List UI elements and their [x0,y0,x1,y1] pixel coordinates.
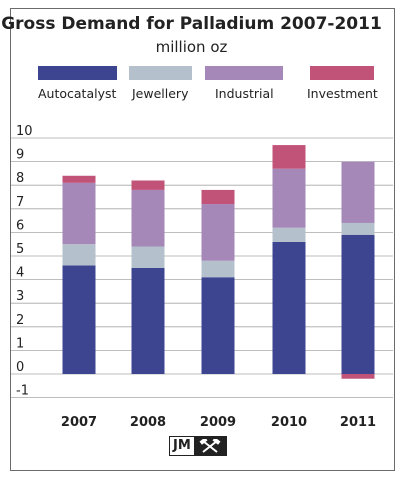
bar-autocatalyst-2010 [272,241,306,374]
legend-label-jewellery: Jewellery [132,86,189,101]
x-tick-label: 2010 [271,415,307,430]
y-tick-label: 0 [16,360,24,375]
y-tick-label: -1 [16,384,29,399]
bar-jewellery-2007 [62,244,96,266]
bar-jewellery-2011 [341,222,375,235]
bar-jewellery-2009 [201,260,235,278]
bar-industrial-2007 [62,182,96,245]
bar-autocatalyst-2008 [131,267,165,374]
bar-investment-2008 [131,180,165,190]
chart-subtitle: million oz [155,38,228,56]
y-tick-label: 6 [16,218,24,233]
y-tick-label: 9 [16,148,24,163]
bar-investment-2007 [62,175,96,183]
legend-swatch-investment [310,66,374,80]
legend-label-autocatalyst: Autocatalyst [38,86,117,101]
logo-text: JM [173,438,191,453]
bar-jewellery-2010 [272,227,306,242]
bar-investment-2010 [272,145,306,169]
legend-label-industrial: Industrial [215,86,274,101]
legend-label-investment: Investment [307,86,378,101]
y-tick-label: 7 [16,195,24,210]
bar-industrial-2009 [201,204,235,261]
y-tick-label: 3 [16,289,24,304]
y-tick-label: 8 [16,171,24,186]
crossed-hammers-icon [193,437,226,455]
y-tick-label: 1 [16,336,24,351]
y-tick-label: 10 [16,124,33,139]
bar-jewellery-2008 [131,246,165,268]
x-tick-label: 2011 [340,415,376,430]
x-tick-label: 2009 [200,415,236,430]
chart-title: Gross Demand for Palladium 2007-2011 [1,14,382,34]
bar-autocatalyst-2011 [341,234,375,374]
y-tick-label: 2 [16,313,24,328]
x-tick-label: 2007 [61,415,97,430]
legend-swatch-autocatalyst [38,66,117,80]
legend-swatch-jewellery [129,66,192,80]
bar-investment-2011 [341,374,375,379]
bar-industrial-2011 [341,161,375,223]
jm-logo: JM [169,436,227,456]
bar-industrial-2010 [272,168,306,228]
x-tick-label: 2008 [130,415,166,430]
y-tick-label: 4 [16,266,24,281]
bar-autocatalyst-2009 [201,277,235,374]
bar-industrial-2008 [131,189,165,247]
legend-swatch-industrial [205,66,283,80]
y-tick-label: 5 [16,242,24,257]
bar-autocatalyst-2007 [62,265,96,374]
bar-investment-2009 [201,189,235,205]
